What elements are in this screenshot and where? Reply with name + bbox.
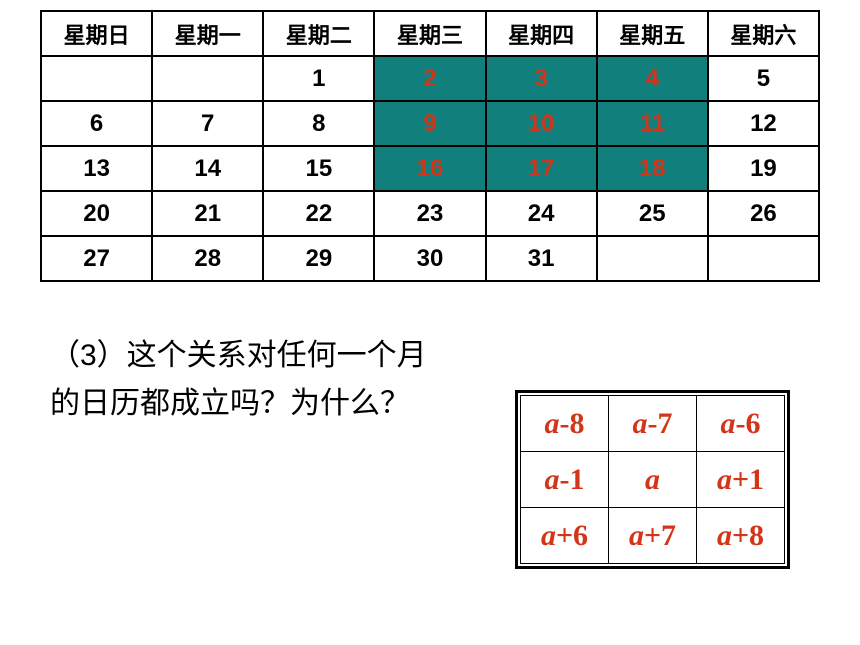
calendar-row: 6789101112 bbox=[41, 101, 819, 146]
calendar-cell: 24 bbox=[486, 191, 597, 236]
formula-cell: a+8 bbox=[697, 508, 785, 564]
calendar-cell: 14 bbox=[152, 146, 263, 191]
formula-cell: a-6 bbox=[697, 396, 785, 452]
calendar-body: 1234567891011121314151617181920212223242… bbox=[41, 56, 819, 281]
calendar-cell bbox=[597, 236, 708, 281]
calendar-cell: 4 bbox=[597, 56, 708, 101]
calendar-cell: 11 bbox=[597, 101, 708, 146]
calendar-cell: 30 bbox=[374, 236, 485, 281]
header-fri: 星期五 bbox=[597, 11, 708, 56]
calendar-cell: 23 bbox=[374, 191, 485, 236]
formula-cell: a-8 bbox=[521, 396, 609, 452]
formula-cell: a+7 bbox=[609, 508, 697, 564]
calendar-cell: 25 bbox=[597, 191, 708, 236]
calendar-cell: 12 bbox=[708, 101, 819, 146]
calendar-cell bbox=[708, 236, 819, 281]
calendar-cell: 17 bbox=[486, 146, 597, 191]
calendar-cell: 28 bbox=[152, 236, 263, 281]
header-sat: 星期六 bbox=[708, 11, 819, 56]
calendar-cell: 19 bbox=[708, 146, 819, 191]
formula-grid: a-8 a-7 a-6 a-1 a a+1 a+6 a+7 a+8 bbox=[515, 390, 790, 569]
calendar-cell: 20 bbox=[41, 191, 152, 236]
calendar-cell: 31 bbox=[486, 236, 597, 281]
calendar-row: 20212223242526 bbox=[41, 191, 819, 236]
header-thu: 星期四 bbox=[486, 11, 597, 56]
calendar-cell: 3 bbox=[486, 56, 597, 101]
calendar-cell: 16 bbox=[374, 146, 485, 191]
calendar-cell: 9 bbox=[374, 101, 485, 146]
calendar-row: 12345 bbox=[41, 56, 819, 101]
question-text: （3）这个关系对任何一个月的日历都成立吗？为什么？ bbox=[50, 332, 430, 428]
header-sun: 星期日 bbox=[41, 11, 152, 56]
formula-cell: a+1 bbox=[697, 452, 785, 508]
formula-cell: a bbox=[609, 452, 697, 508]
calendar-cell: 26 bbox=[708, 191, 819, 236]
calendar-cell: 6 bbox=[41, 101, 152, 146]
calendar-cell: 7 bbox=[152, 101, 263, 146]
calendar-cell: 2 bbox=[374, 56, 485, 101]
calendar-cell: 22 bbox=[263, 191, 374, 236]
calendar-cell: 13 bbox=[41, 146, 152, 191]
calendar-cell: 15 bbox=[263, 146, 374, 191]
calendar-cell: 27 bbox=[41, 236, 152, 281]
calendar-cell bbox=[152, 56, 263, 101]
header-tue: 星期二 bbox=[263, 11, 374, 56]
formula-cell: a+6 bbox=[521, 508, 609, 564]
calendar-cell: 8 bbox=[263, 101, 374, 146]
header-mon: 星期一 bbox=[152, 11, 263, 56]
calendar-table: 星期日 星期一 星期二 星期三 星期四 星期五 星期六 123456789101… bbox=[40, 10, 820, 282]
formula-cell: a-7 bbox=[609, 396, 697, 452]
calendar-cell: 29 bbox=[263, 236, 374, 281]
calendar-cell: 1 bbox=[263, 56, 374, 101]
calendar-row: 2728293031 bbox=[41, 236, 819, 281]
calendar-cell: 10 bbox=[486, 101, 597, 146]
calendar-cell: 5 bbox=[708, 56, 819, 101]
calendar-cell: 18 bbox=[597, 146, 708, 191]
calendar-header-row: 星期日 星期一 星期二 星期三 星期四 星期五 星期六 bbox=[41, 11, 819, 56]
calendar-cell bbox=[41, 56, 152, 101]
calendar-row: 13141516171819 bbox=[41, 146, 819, 191]
header-wed: 星期三 bbox=[374, 11, 485, 56]
calendar-cell: 21 bbox=[152, 191, 263, 236]
formula-cell: a-1 bbox=[521, 452, 609, 508]
